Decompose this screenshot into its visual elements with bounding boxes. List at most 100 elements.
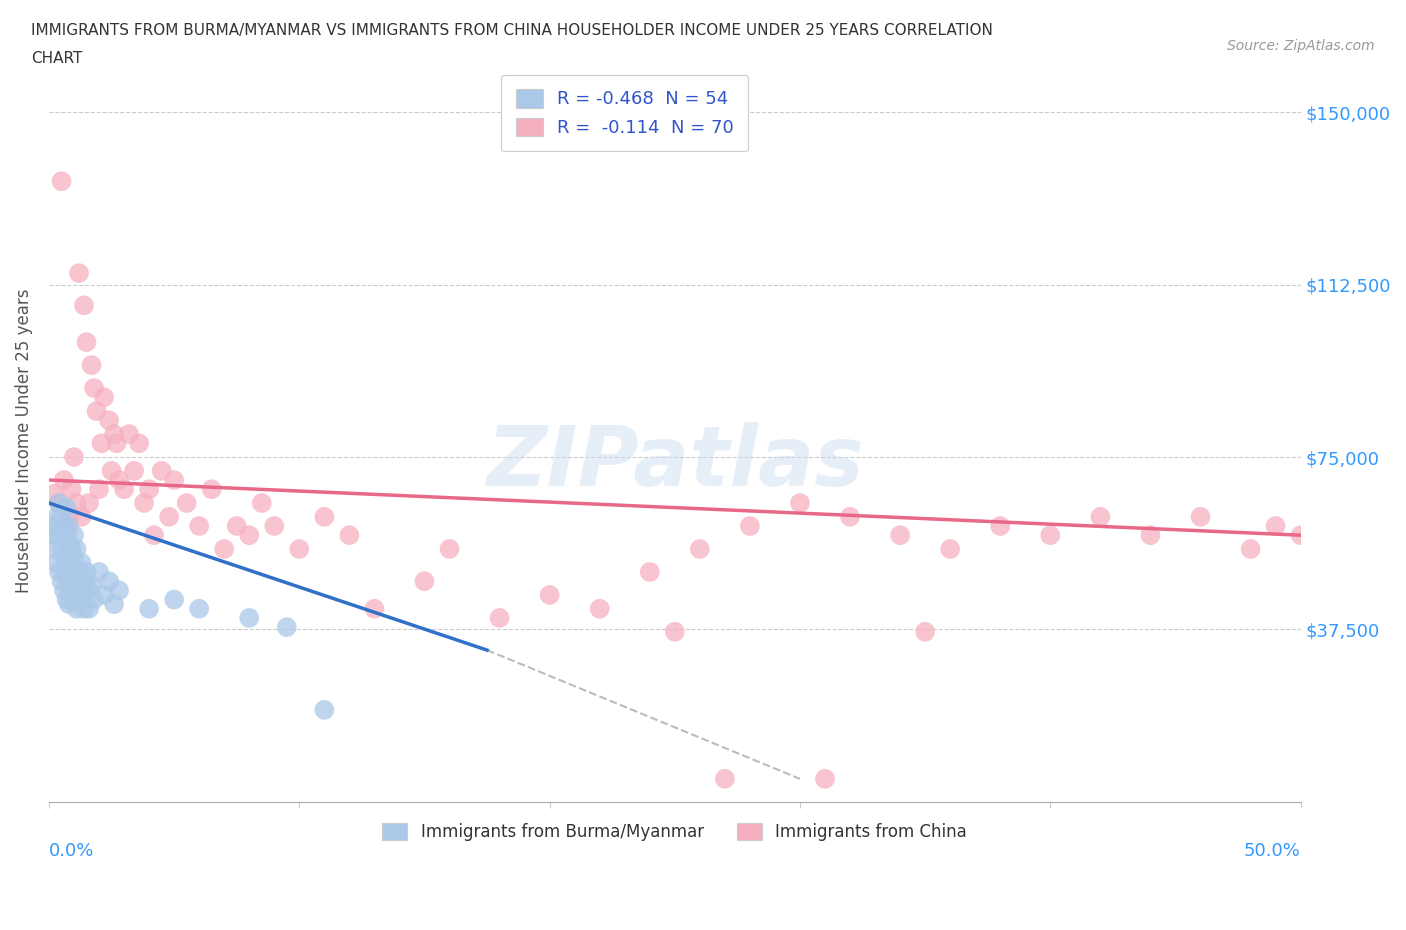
Point — [839, 510, 862, 525]
Point — [48, 496, 70, 511]
Point — [789, 496, 811, 511]
Point — [288, 541, 311, 556]
Point — [689, 541, 711, 556]
Point — [314, 702, 336, 717]
Point — [363, 602, 385, 617]
Point — [63, 592, 86, 607]
Point — [55, 500, 77, 515]
Point — [128, 436, 150, 451]
Point — [100, 463, 122, 478]
Point — [188, 519, 211, 534]
Point — [83, 380, 105, 395]
Point — [53, 472, 76, 487]
Point — [538, 588, 561, 603]
Point — [112, 482, 135, 497]
Point — [1189, 510, 1212, 525]
Point — [58, 510, 80, 525]
Point — [73, 602, 96, 617]
Point — [58, 519, 80, 534]
Point — [86, 404, 108, 418]
Point — [60, 541, 83, 556]
Point — [105, 436, 128, 451]
Y-axis label: Householder Income Under 25 years: Householder Income Under 25 years — [15, 288, 32, 593]
Point — [63, 449, 86, 464]
Point — [138, 482, 160, 497]
Point — [76, 565, 98, 579]
Point — [225, 519, 247, 534]
Point — [1090, 510, 1112, 525]
Point — [58, 569, 80, 584]
Point — [45, 555, 67, 570]
Point — [90, 436, 112, 451]
Point — [337, 527, 360, 542]
Point — [63, 565, 86, 579]
Point — [41, 527, 63, 542]
Point — [157, 510, 180, 525]
Point — [163, 592, 186, 607]
Point — [250, 496, 273, 511]
Point — [63, 527, 86, 542]
Point — [48, 565, 70, 579]
Point — [51, 174, 73, 189]
Point — [42, 541, 65, 556]
Point — [53, 583, 76, 598]
Point — [53, 551, 76, 565]
Text: 0.0%: 0.0% — [49, 842, 94, 859]
Point — [58, 537, 80, 551]
Point — [1039, 527, 1062, 542]
Point — [65, 496, 87, 511]
Point — [1264, 519, 1286, 534]
Point — [188, 602, 211, 617]
Point — [93, 390, 115, 405]
Text: ZIPatlas: ZIPatlas — [486, 422, 863, 503]
Point — [638, 565, 661, 579]
Point — [45, 510, 67, 525]
Point — [1139, 527, 1161, 542]
Point — [98, 574, 121, 589]
Point — [889, 527, 911, 542]
Point — [276, 619, 298, 634]
Point — [914, 624, 936, 639]
Point — [80, 578, 103, 593]
Point — [65, 541, 87, 556]
Point — [118, 427, 141, 442]
Point — [1289, 527, 1312, 542]
Point — [314, 510, 336, 525]
Point — [103, 427, 125, 442]
Point — [108, 472, 131, 487]
Point — [51, 510, 73, 525]
Point — [67, 266, 90, 281]
Point — [73, 298, 96, 312]
Point — [939, 541, 962, 556]
Point — [103, 597, 125, 612]
Point — [664, 624, 686, 639]
Point — [1239, 541, 1261, 556]
Point — [60, 555, 83, 570]
Point — [77, 602, 100, 617]
Point — [212, 541, 235, 556]
Point — [263, 519, 285, 534]
Text: IMMIGRANTS FROM BURMA/MYANMAR VS IMMIGRANTS FROM CHINA HOUSEHOLDER INCOME UNDER : IMMIGRANTS FROM BURMA/MYANMAR VS IMMIGRA… — [31, 23, 993, 38]
Text: 50.0%: 50.0% — [1244, 842, 1301, 859]
Point — [51, 574, 73, 589]
Point — [70, 510, 93, 525]
Point — [488, 610, 510, 625]
Point — [814, 771, 837, 786]
Point — [48, 496, 70, 511]
Point — [77, 583, 100, 598]
Point — [42, 486, 65, 501]
Point — [132, 496, 155, 511]
Point — [238, 610, 260, 625]
Point — [98, 413, 121, 428]
Point — [714, 771, 737, 786]
Text: Source: ZipAtlas.com: Source: ZipAtlas.com — [1227, 39, 1375, 53]
Point — [63, 551, 86, 565]
Point — [58, 597, 80, 612]
Point — [87, 482, 110, 497]
Point — [143, 527, 166, 542]
Text: CHART: CHART — [31, 51, 83, 66]
Point — [83, 592, 105, 607]
Point — [65, 578, 87, 593]
Point — [988, 519, 1011, 534]
Point — [77, 496, 100, 511]
